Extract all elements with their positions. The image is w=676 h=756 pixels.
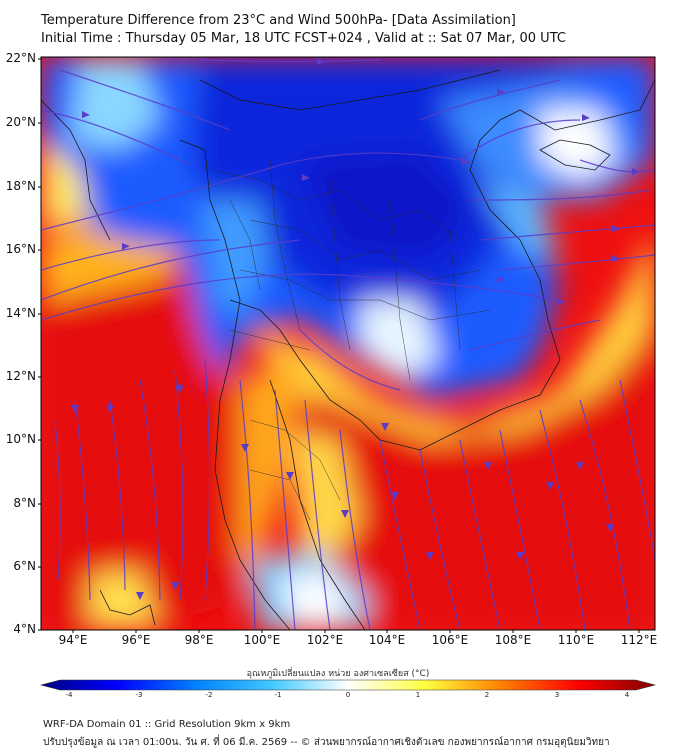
- lon-label: 104°E: [368, 633, 406, 647]
- lon-label: 94°E: [58, 633, 88, 647]
- colorbar-tick: -4: [65, 691, 73, 699]
- axis-ticks: [38, 58, 640, 633]
- lat-label: 14°N: [5, 306, 36, 320]
- lat-label: 20°N: [5, 115, 36, 129]
- colorbar-tick: 0: [345, 691, 351, 699]
- colorbar-tick: 1: [415, 691, 421, 699]
- colorbar-tick: -1: [274, 691, 282, 699]
- lat-label: 4°N: [13, 622, 36, 636]
- lat-label: 16°N: [5, 242, 36, 256]
- lat-label: 18°N: [5, 179, 36, 193]
- map-title: Temperature Difference from 23°C and Win…: [41, 13, 516, 28]
- colorbar-tick: 2: [484, 691, 490, 699]
- lon-label: 96°E: [121, 633, 151, 647]
- footer-model-info: WRF-DA Domain 01 :: Grid Resolution 9km …: [43, 719, 291, 730]
- wind-streamlines: [41, 59, 655, 630]
- streamline-arrows: [71, 58, 640, 600]
- lon-label: 110°E: [557, 633, 595, 647]
- colorbar-tick: 4: [624, 691, 630, 699]
- admin-borders: [209, 159, 491, 521]
- colorbar: [39, 679, 657, 691]
- colorbar-tick: -3: [135, 691, 143, 699]
- temperature-field: [41, 57, 655, 630]
- footer-credit: ปรับปรุงข้อมูล ณ เวลา 01:00น. วัน ศ. ที่…: [43, 737, 610, 748]
- lon-label: 102°E: [306, 633, 344, 647]
- map-subtitle: Initial Time : Thursday 05 Mar, 18 UTC F…: [41, 31, 566, 46]
- coastlines: [41, 69, 655, 630]
- lat-label: 22°N: [5, 51, 36, 65]
- lon-label: 108°E: [494, 633, 532, 647]
- lon-label: 106°E: [431, 633, 469, 647]
- lat-label: 12°N: [5, 369, 36, 383]
- colorbar-tick: -2: [205, 691, 213, 699]
- colorbar-label: อุณหภูมิเปลี่ยนแปลง หน่วย องศาเซลเซียส (…: [246, 669, 430, 679]
- colorbar-tick: 3: [554, 691, 560, 699]
- lon-label: 100°E: [243, 633, 281, 647]
- lon-label: 112°E: [620, 633, 658, 647]
- map-frame: [40, 56, 656, 631]
- lon-label: 98°E: [184, 633, 214, 647]
- lat-label: 6°N: [13, 559, 36, 573]
- lat-label: 10°N: [5, 432, 36, 446]
- lat-label: 8°N: [13, 496, 36, 510]
